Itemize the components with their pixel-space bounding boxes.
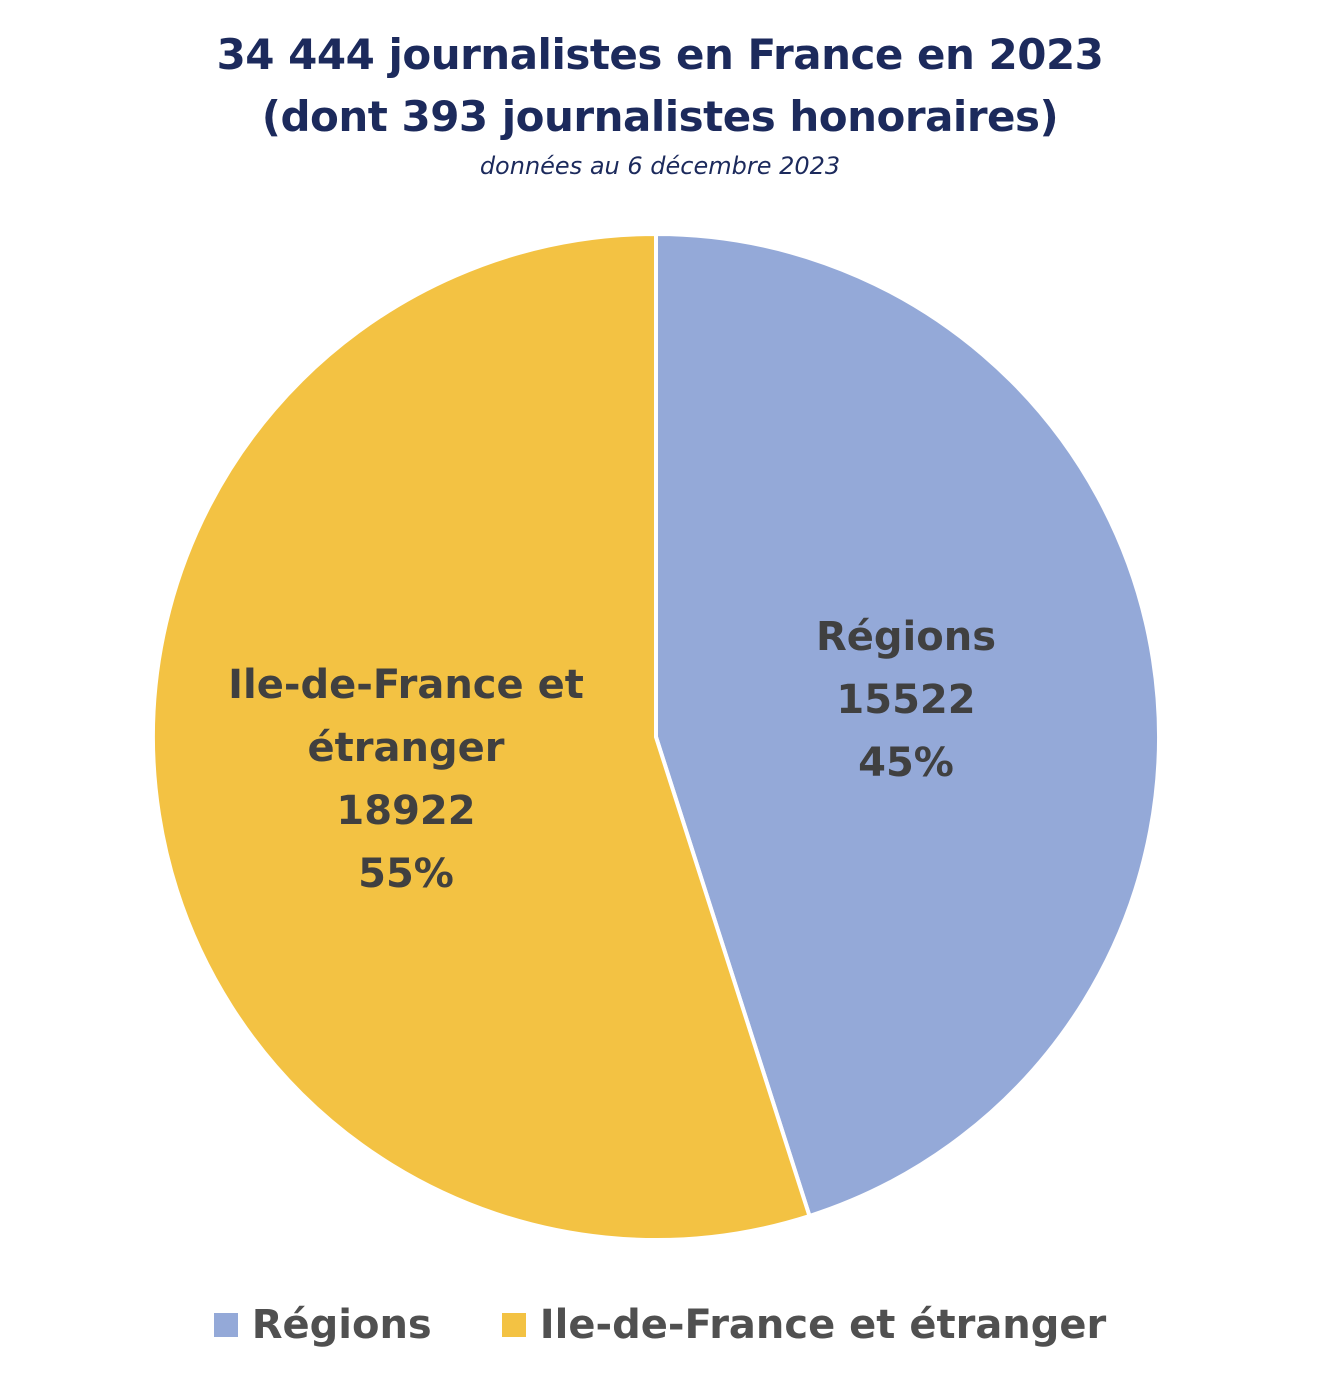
slice-label-1-line-3: 55% bbox=[358, 851, 454, 897]
legend-swatch-idf bbox=[501, 1313, 526, 1337]
legend-swatch-regions bbox=[213, 1313, 238, 1337]
chart-subtitle: données au 6 décembre 2023 bbox=[479, 152, 841, 180]
slice-label-1-line-1: étranger bbox=[308, 725, 505, 771]
chart-title: 34 444 journalistes en France en 2023 bbox=[216, 30, 1104, 79]
legend: Régions Ile-de-France et étranger bbox=[0, 1302, 1320, 1348]
legend-label-regions: Régions bbox=[251, 1302, 432, 1348]
legend-item-idf: Ile-de-France et étranger bbox=[501, 1302, 1107, 1348]
slice-label-0-line-1: 15522 bbox=[836, 677, 975, 723]
slice-label-0-line-2: 45% bbox=[858, 740, 954, 786]
slice-label-1-line-0: Ile-de-France et bbox=[228, 662, 584, 708]
legend-item-regions: Régions bbox=[213, 1302, 432, 1348]
chart-title-line2: (dont 393 journalistes honoraires) bbox=[261, 92, 1059, 141]
legend-label-idf: Ile-de-France et étranger bbox=[539, 1302, 1107, 1348]
slice-label-1-line-2: 18922 bbox=[336, 788, 475, 834]
pie-slice-1 bbox=[151, 231, 813, 1242]
slice-label-0-line-0: Régions bbox=[816, 614, 996, 660]
pie-slice-0 bbox=[654, 231, 1161, 1219]
